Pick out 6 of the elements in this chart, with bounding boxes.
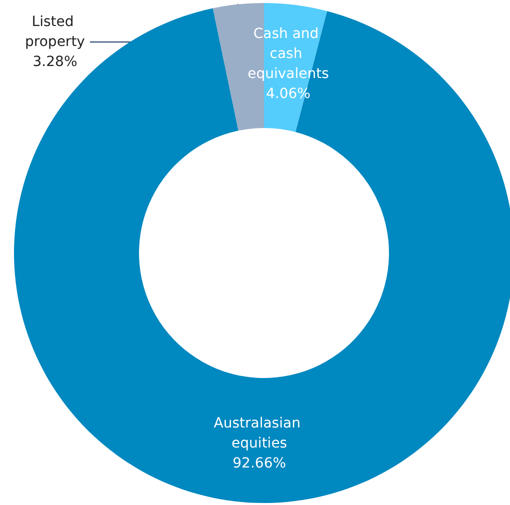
slice-label: Australasian equities — [214, 415, 305, 452]
data-label: 92.66% — [232, 455, 286, 472]
data-label: 4.06% — [266, 86, 310, 102]
slice-label: Listed property — [25, 14, 85, 50]
data-label: 3.28% — [32, 54, 78, 70]
slice-label: Cash and cash equivalents — [248, 26, 329, 82]
